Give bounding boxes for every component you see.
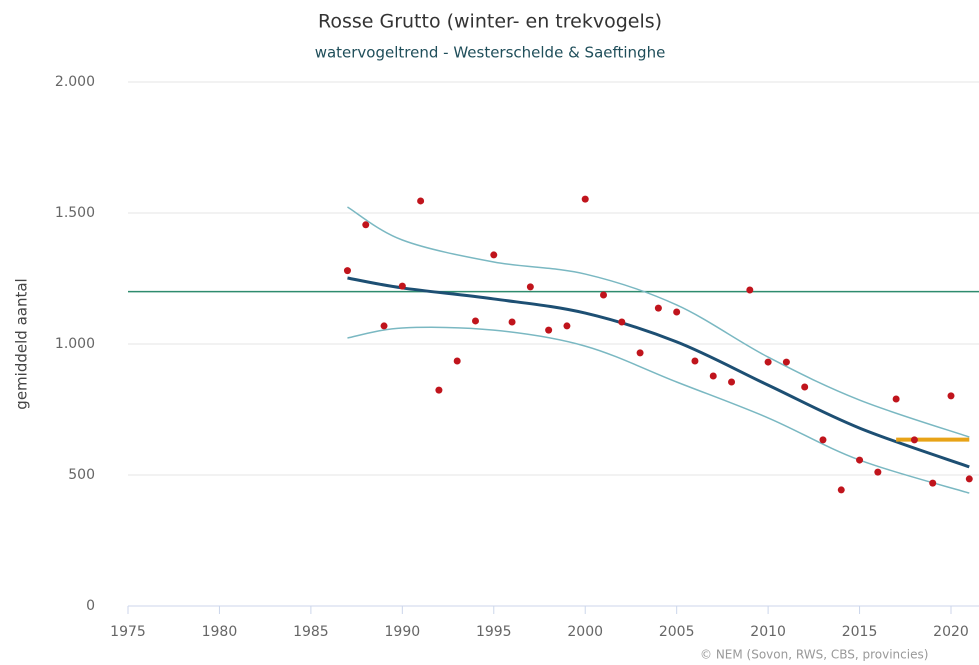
data-point: [417, 197, 425, 205]
data-point: [929, 479, 937, 487]
data-point: [453, 357, 461, 365]
data-point: [947, 392, 955, 400]
x-tick-label: 1980: [202, 624, 238, 640]
x-tick-label: 2010: [750, 624, 786, 640]
y-tick-label: 1.000: [55, 336, 95, 352]
trend-line: [347, 276, 970, 469]
data-point: [910, 436, 918, 444]
data-point: [691, 357, 699, 365]
data-point: [362, 221, 370, 229]
credit: © NEM (Sovon, RWS, CBS, provincies): [700, 648, 928, 662]
data-point: [380, 322, 388, 330]
x-tick-label: 1985: [293, 624, 329, 640]
x-tick-label: 2005: [659, 624, 695, 640]
data-point: [526, 283, 534, 291]
data-point: [654, 304, 662, 312]
data-point: [874, 468, 882, 476]
data-point: [545, 326, 553, 334]
data-point: [801, 383, 809, 391]
data-point: [728, 378, 736, 386]
data-point: [819, 436, 827, 444]
x-tick-label: 2015: [842, 624, 878, 640]
data-point: [563, 322, 571, 330]
data-point: [581, 195, 589, 203]
data-point: [892, 395, 900, 403]
x-tick-label: 2000: [567, 624, 603, 640]
data-point: [636, 349, 644, 357]
data-point: [618, 318, 626, 326]
y-tick-label: 500: [68, 467, 95, 483]
data-point: [782, 358, 790, 366]
data-point: [435, 386, 443, 394]
data-point: [398, 282, 406, 290]
y-tick-label: 0: [86, 598, 95, 614]
data-point: [965, 475, 973, 483]
data-point: [600, 291, 608, 299]
data-point: [471, 317, 479, 325]
data-point: [837, 486, 845, 494]
trend-line: [347, 326, 970, 494]
data-point: [508, 318, 516, 326]
x-tick-label: 1995: [476, 624, 512, 640]
y-axis-label: gemiddeld aantal: [13, 278, 31, 409]
y-tick-label: 2.000: [55, 74, 95, 90]
x-tick-label: 2020: [933, 624, 969, 640]
data-point: [709, 372, 717, 380]
chart-title: Rosse Grutto (winter- en trekvogels): [318, 11, 662, 33]
chart-subtitle: watervogeltrend - Westerschelde & Saefti…: [315, 44, 666, 62]
x-tick-label: 1975: [110, 624, 146, 640]
data-point: [746, 286, 754, 294]
x-tick-label: 1990: [385, 624, 421, 640]
y-tick-label: 1.500: [55, 205, 95, 221]
trend-line: [347, 206, 970, 438]
data-point: [343, 267, 351, 275]
data-point: [764, 358, 772, 366]
data-point: [673, 308, 681, 316]
data-point: [856, 456, 864, 464]
data-point: [490, 251, 498, 259]
